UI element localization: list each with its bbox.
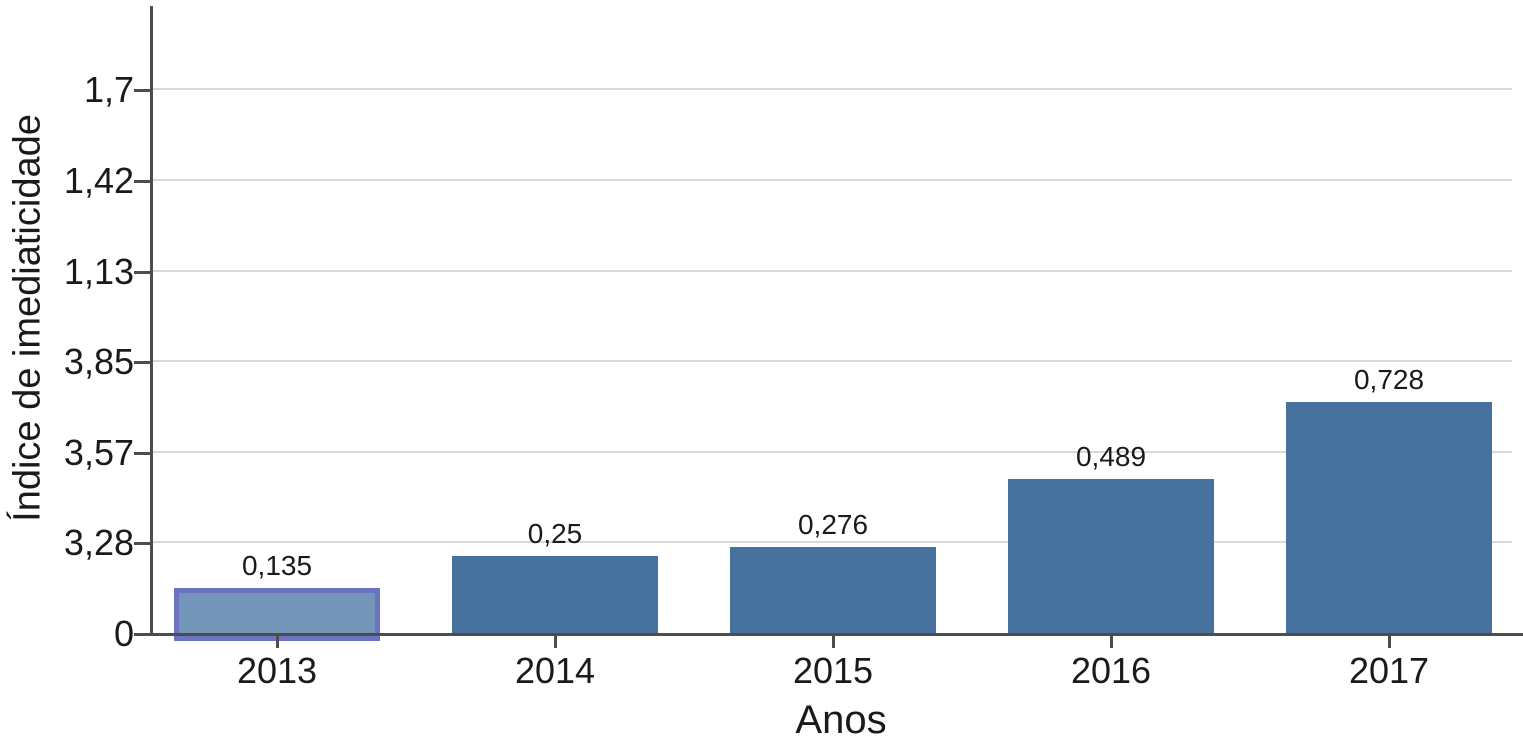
y-tick-label: 3,57	[63, 431, 134, 473]
gridline	[150, 450, 1512, 453]
y-tick-label: 1,13	[63, 250, 134, 292]
x-tick-label: 2016	[1070, 650, 1152, 691]
gridline	[150, 360, 1512, 363]
x-tick	[275, 636, 279, 648]
y-tick	[134, 361, 150, 365]
y-tick-label: 1,42	[63, 160, 134, 201]
x-tick-label: 2013	[236, 650, 318, 691]
bar-2016[interactable]	[1008, 478, 1214, 636]
y-tick-label: 3,28	[63, 522, 134, 564]
gridline	[150, 541, 1512, 544]
y-tick	[134, 542, 150, 546]
y-tick-label: 3,85	[63, 341, 134, 383]
y-tick-label: 1,7	[83, 69, 134, 111]
gridline	[150, 269, 1512, 272]
x-tick-label: 2017	[1348, 650, 1430, 691]
y-axis-line	[150, 6, 153, 636]
gridline	[150, 179, 1512, 181]
x-axis-title: Anos	[795, 698, 887, 742]
bar-value-label: 0,135	[241, 549, 313, 581]
gridline	[150, 88, 1512, 91]
x-tick	[1387, 636, 1391, 648]
y-tick	[134, 633, 150, 636]
y-axis-title: Índice de imediaticidade	[6, 114, 49, 522]
bar-value-label: 0,489	[1075, 440, 1147, 472]
y-tick	[134, 89, 150, 93]
bar-2014[interactable]	[452, 555, 658, 636]
bar-value-label: 0,276	[797, 509, 869, 541]
x-tick-label: 2014	[514, 650, 596, 691]
bar-2017[interactable]	[1286, 401, 1492, 636]
y-tick-label: 0	[113, 613, 134, 654]
bar-value-label: 0,728	[1353, 363, 1425, 395]
y-tick	[134, 180, 150, 183]
bar-value-label: 0,25	[527, 517, 583, 549]
y-tick	[134, 451, 150, 455]
bar-2015[interactable]	[730, 547, 936, 636]
x-tick	[553, 636, 557, 648]
x-tick-label: 2015	[792, 650, 874, 691]
x-tick	[1109, 636, 1113, 648]
y-tick	[134, 270, 150, 274]
x-axis-line	[150, 633, 1523, 636]
x-tick	[831, 636, 835, 648]
